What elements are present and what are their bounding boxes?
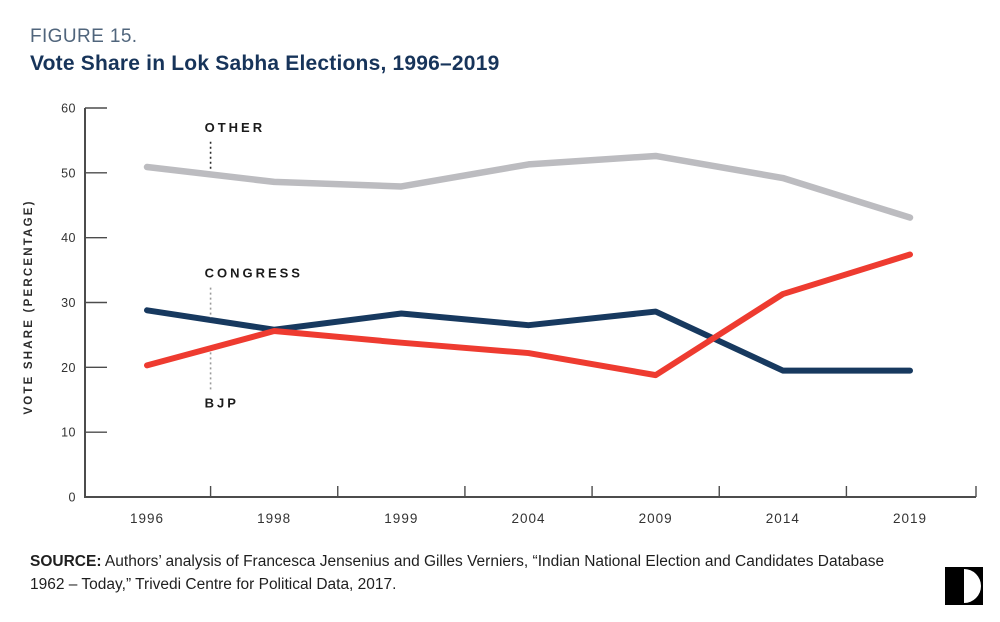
- carnegie-logo-mark: [964, 569, 981, 603]
- y-axis-title: VOTE SHARE (PERCENTAGE): [23, 199, 35, 414]
- series-label-bjp: BJP: [205, 396, 239, 411]
- series-line-other: [143, 152, 914, 221]
- source-text: Authors’ analysis of Francesca Jensenius…: [30, 553, 885, 594]
- source-note: SOURCE: Authors’ analysis of Francesca J…: [30, 550, 918, 597]
- y-tick-label: 40: [61, 231, 76, 245]
- y-tick-label: 50: [61, 166, 76, 180]
- source-prefix: SOURCE:: [30, 553, 102, 570]
- x-tick-label: 1999: [384, 511, 418, 526]
- x-tick-label: 2004: [511, 511, 545, 526]
- page-title: Vote Share in Lok Sabha Elections, 1996–…: [30, 52, 500, 75]
- series-label-other: OTHER: [205, 120, 265, 135]
- x-tick-label: 1998: [257, 511, 291, 526]
- carnegie-logo: [945, 567, 983, 605]
- x-tick-label: 2009: [639, 511, 673, 526]
- x-tick-label: 2014: [766, 511, 800, 526]
- y-tick-label: 30: [61, 296, 76, 310]
- figure-label: FIGURE 15.: [30, 26, 138, 47]
- series-line-congress: [144, 307, 913, 374]
- y-tick-label: 0: [69, 491, 76, 505]
- y-tick-label: 10: [61, 426, 76, 440]
- x-tick-label: 1996: [130, 511, 164, 526]
- x-tick-label: 2019: [893, 511, 927, 526]
- y-tick-label: 20: [61, 361, 76, 375]
- series-line-bjp: [144, 251, 913, 379]
- series-label-congress: CONGRESS: [205, 265, 303, 280]
- y-tick-label: 60: [61, 102, 76, 116]
